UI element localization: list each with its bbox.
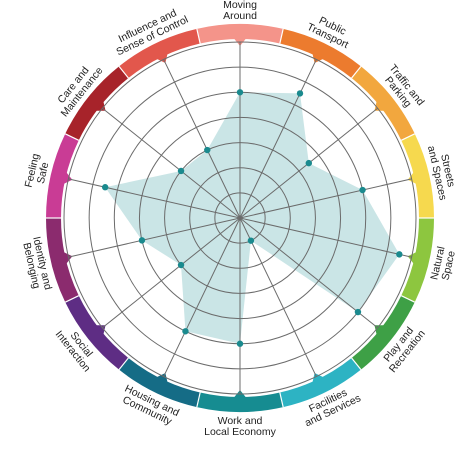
- band-separator: [64, 133, 79, 141]
- score-point: [101, 184, 109, 191]
- score-point: [182, 328, 189, 335]
- spoke: [239, 217, 317, 377]
- band-marker: [156, 53, 168, 64]
- spoke: [102, 217, 241, 329]
- category-label-line: Moving: [223, 0, 257, 11]
- score-point: [236, 89, 244, 96]
- category-color-bands: [46, 24, 434, 412]
- spoke: [239, 217, 378, 329]
- score-point: [305, 159, 313, 167]
- category-band: [46, 218, 79, 303]
- category-band: [196, 24, 284, 44]
- score-point: [177, 167, 185, 175]
- category-band: [401, 133, 434, 218]
- band-separator: [118, 357, 129, 371]
- score-points: [101, 89, 403, 347]
- spoke: [102, 107, 241, 219]
- band-marker: [312, 372, 324, 383]
- spoke: [239, 217, 412, 258]
- band-separator: [196, 28, 201, 44]
- category-band: [65, 66, 129, 141]
- category-label-line: Local Economy: [204, 426, 277, 438]
- category-band: [279, 357, 361, 408]
- category-label-line: Work and: [218, 415, 263, 427]
- score-point: [204, 146, 211, 154]
- category-label: NaturalSpace: [428, 245, 458, 283]
- score-point: [296, 90, 304, 97]
- category-band: [279, 28, 361, 79]
- category-label: Work and Local Economy: [204, 415, 277, 438]
- band-marker: [407, 171, 417, 185]
- category-band: [351, 66, 415, 141]
- band-separator: [118, 65, 129, 79]
- band-marker: [312, 53, 324, 64]
- score-point: [396, 251, 403, 258]
- band-separator: [401, 133, 416, 141]
- band-separator: [351, 357, 362, 371]
- band-separators: [46, 28, 434, 408]
- score-point: [247, 237, 255, 244]
- score-area: [105, 92, 400, 344]
- category-band: [46, 133, 79, 218]
- spoke: [68, 217, 241, 258]
- score-point: [236, 340, 244, 347]
- band-separator: [401, 295, 416, 303]
- score-point: [138, 237, 146, 244]
- spoke: [239, 59, 317, 219]
- score-point: [359, 186, 366, 194]
- category-label-line: Around: [223, 10, 257, 22]
- category-band: [351, 295, 415, 370]
- category-band: [196, 392, 284, 412]
- spoke: [239, 178, 412, 219]
- band-marker: [63, 251, 73, 265]
- category-band: [119, 28, 201, 79]
- band-marker: [407, 251, 417, 265]
- spoke: [163, 59, 241, 219]
- band-separator: [351, 65, 362, 79]
- score-polygon: [105, 92, 400, 344]
- score-point: [177, 261, 185, 269]
- category-label: Moving Around: [223, 0, 257, 22]
- score-point: [354, 308, 362, 316]
- band-separator: [196, 392, 201, 408]
- spoke: [163, 217, 241, 377]
- band-marker: [156, 372, 168, 383]
- band-separator: [279, 392, 284, 408]
- spoke: [68, 178, 241, 219]
- band-separator: [64, 295, 79, 303]
- band-marker: [63, 171, 73, 185]
- category-band: [119, 357, 201, 408]
- category-label: FeelingSafe: [23, 152, 53, 191]
- category-band: [401, 218, 434, 303]
- band-separator: [279, 28, 284, 44]
- category-label-line: Safe: [35, 161, 52, 185]
- category-band: [65, 295, 129, 370]
